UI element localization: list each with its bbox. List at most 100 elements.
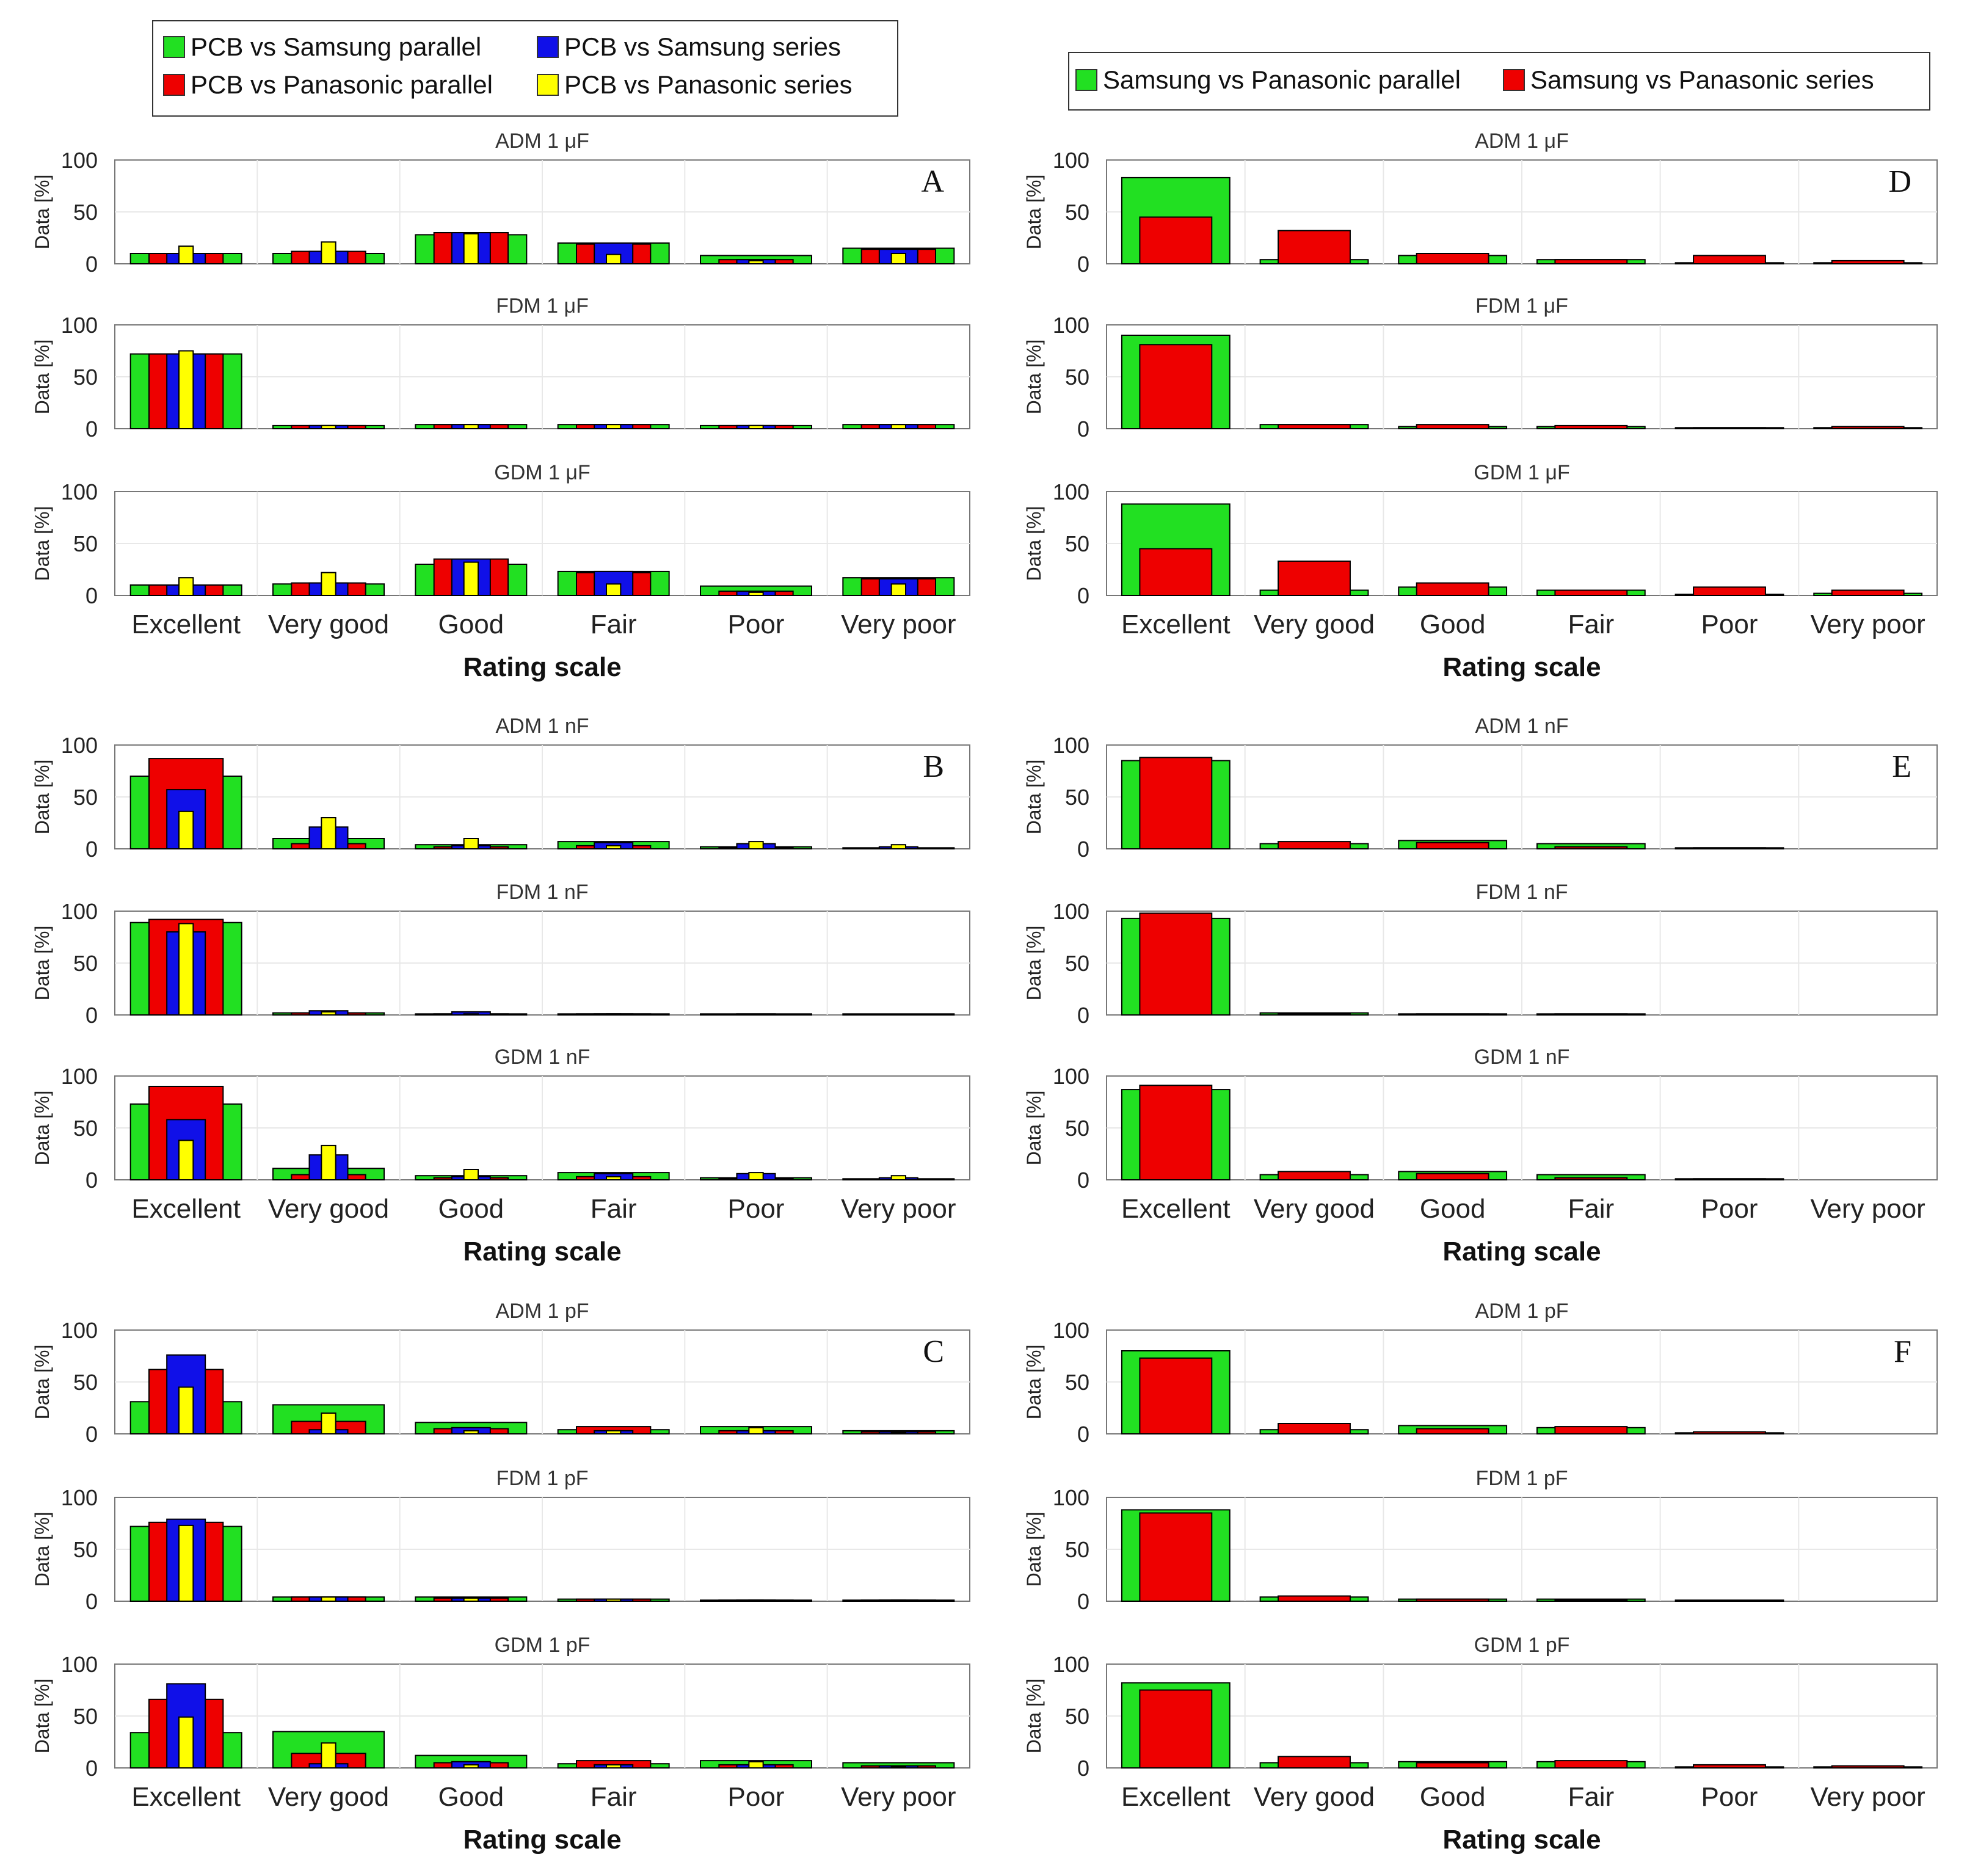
x-tick-label: Poor bbox=[1701, 1782, 1758, 1812]
panel-letter: D bbox=[1888, 164, 1911, 199]
x-tick-label: Very poor bbox=[1810, 1782, 1925, 1812]
x-tick-label: Fair bbox=[591, 1782, 637, 1812]
y-axis-label: Data [%] bbox=[1023, 1679, 1045, 1754]
y-tick-label: 50 bbox=[73, 951, 98, 976]
x-tick-label: Fair bbox=[591, 1194, 637, 1224]
y-tick-label: 100 bbox=[1053, 1485, 1089, 1510]
bar-sp_ser-3 bbox=[1554, 1760, 1628, 1769]
bar-pps-3 bbox=[606, 1013, 622, 1016]
y-tick-label: 50 bbox=[1065, 365, 1089, 390]
y-axis-label: Data [%] bbox=[1023, 760, 1045, 835]
x-tick-label: Good bbox=[438, 1194, 504, 1224]
legend-label-sp_par: Samsung vs Panasonic parallel bbox=[1103, 65, 1461, 94]
bar-pps-5 bbox=[890, 1432, 906, 1435]
y-tick-label: 100 bbox=[1053, 313, 1089, 338]
y-axis-label: Data [%] bbox=[31, 1091, 53, 1166]
bar-sp_ser-2 bbox=[1416, 842, 1489, 850]
bar-pps-0 bbox=[178, 923, 194, 1016]
legend-left-frame bbox=[152, 20, 898, 117]
y-axis-label: Data [%] bbox=[1023, 1512, 1045, 1587]
panel-F-3: 0 50 100 GDM 1 pF Data [%] Excellent Very good… bbox=[1023, 1634, 1938, 1855]
bar-pps-4 bbox=[748, 1599, 764, 1602]
x-tick-label: Excellent bbox=[1121, 609, 1231, 639]
bar-sp_ser-1 bbox=[1278, 1171, 1351, 1181]
y-tick-label: 0 bbox=[1077, 252, 1089, 277]
y-tick-label: 0 bbox=[1077, 1756, 1089, 1781]
x-axis-label: Rating scale bbox=[463, 1237, 621, 1267]
bar-sp_ser-1 bbox=[1278, 230, 1351, 265]
bar-sp_ser-3 bbox=[1554, 1599, 1628, 1602]
bar-sp_ser-1 bbox=[1278, 560, 1351, 597]
y-tick-label: 0 bbox=[85, 252, 98, 277]
y-tick-label: 0 bbox=[1077, 583, 1089, 608]
panel-D-2: 0 50 100 FDM 1 μF Data [%] bbox=[1023, 294, 1938, 442]
y-tick-label: 100 bbox=[61, 1652, 98, 1677]
y-axis-label: Data [%] bbox=[31, 1512, 53, 1587]
y-axis-label: Data [%] bbox=[31, 175, 53, 250]
bar-sp_ser-0 bbox=[1139, 1085, 1213, 1181]
panel-title: GDM 1 μF bbox=[494, 461, 590, 484]
y-tick-label: 0 bbox=[85, 1589, 98, 1614]
bar-pps-5 bbox=[890, 1766, 906, 1769]
x-tick-label: Good bbox=[1420, 1194, 1486, 1224]
bar-pps-4 bbox=[748, 260, 764, 264]
x-tick-label: Very good bbox=[1254, 1782, 1375, 1812]
y-tick-label: 100 bbox=[1053, 1318, 1089, 1343]
legend-swatch-sp_ser bbox=[1503, 69, 1525, 91]
panel-C-1: 0 50 100 ADM 1 pF Data [%] C bbox=[31, 1300, 970, 1447]
y-axis-label: Data [%] bbox=[1023, 175, 1045, 250]
bar-pps-3 bbox=[606, 1598, 622, 1602]
y-tick-label: 0 bbox=[85, 1422, 98, 1447]
y-tick-label: 50 bbox=[1065, 1704, 1089, 1729]
bar-pps-0 bbox=[178, 245, 194, 265]
y-tick-label: 100 bbox=[61, 1318, 98, 1343]
x-axis-label: Rating scale bbox=[1442, 1237, 1601, 1267]
y-tick-label: 50 bbox=[73, 1370, 98, 1395]
x-axis-label: Rating scale bbox=[1442, 1825, 1601, 1855]
y-tick-label: 0 bbox=[85, 416, 98, 442]
x-tick-label: Excellent bbox=[1121, 1782, 1231, 1812]
panel-title: FDM 1 pF bbox=[496, 1467, 588, 1490]
bar-sp_ser-0 bbox=[1139, 912, 1213, 1016]
legend-label-pps: PCB vs Panasonic series bbox=[564, 70, 853, 99]
x-tick-label: Very good bbox=[268, 1194, 389, 1224]
bar-pps-5 bbox=[890, 1175, 906, 1180]
bar-pps-5 bbox=[890, 424, 906, 430]
y-tick-label: 0 bbox=[1077, 1589, 1089, 1614]
bar-pps-1 bbox=[321, 424, 336, 430]
y-tick-label: 100 bbox=[61, 479, 98, 504]
x-tick-label: Fair bbox=[1568, 609, 1614, 639]
panel-title: ADM 1 μF bbox=[1475, 129, 1569, 153]
y-tick-label: 100 bbox=[1053, 1064, 1089, 1089]
legend-label-ppp: PCB vs Panasonic parallel bbox=[191, 70, 493, 99]
bar-sp_ser-2 bbox=[1416, 1762, 1489, 1769]
panel-title: FDM 1 nF bbox=[496, 881, 588, 904]
y-tick-label: 100 bbox=[1053, 1652, 1089, 1677]
panel-title: ADM 1 μF bbox=[495, 129, 589, 153]
y-tick-label: 50 bbox=[1065, 200, 1089, 225]
y-tick-label: 50 bbox=[73, 1704, 98, 1729]
bar-pps-4 bbox=[748, 1761, 764, 1769]
bar-sp_ser-4 bbox=[1693, 847, 1766, 850]
bar-sp_ser-2 bbox=[1416, 424, 1489, 430]
x-tick-label: Good bbox=[1420, 609, 1486, 639]
panel-group-A: 0 50 100 ADM 1 μF Data [%] A 0 50 100 FDM 1 μF Dat… bbox=[31, 129, 970, 682]
legend-label-sp_ser: Samsung vs Panasonic series bbox=[1530, 65, 1874, 94]
panel-title: ADM 1 nF bbox=[495, 714, 589, 738]
x-tick-label: Good bbox=[438, 609, 504, 639]
y-tick-label: 50 bbox=[1065, 1537, 1089, 1562]
bar-pps-1 bbox=[321, 1144, 336, 1181]
panel-E-3: 0 50 100 GDM 1 nF Data [%] Excellent Very good… bbox=[1023, 1045, 1938, 1267]
bar-pps-3 bbox=[606, 424, 622, 430]
y-tick-label: 100 bbox=[1053, 479, 1089, 504]
bar-pps-3 bbox=[606, 1430, 622, 1434]
y-axis-label: Data [%] bbox=[1023, 926, 1045, 1001]
y-tick-label: 50 bbox=[73, 1537, 98, 1562]
panel-title: GDM 1 nF bbox=[495, 1045, 591, 1069]
bar-psp-5 bbox=[842, 1013, 955, 1016]
legend-right-frame bbox=[1068, 52, 1930, 111]
y-tick-label: 100 bbox=[61, 899, 98, 924]
bar-pps-0 bbox=[178, 1386, 194, 1434]
bar-sp_ser-2 bbox=[1416, 1172, 1489, 1181]
y-axis-label: Data [%] bbox=[31, 506, 53, 581]
